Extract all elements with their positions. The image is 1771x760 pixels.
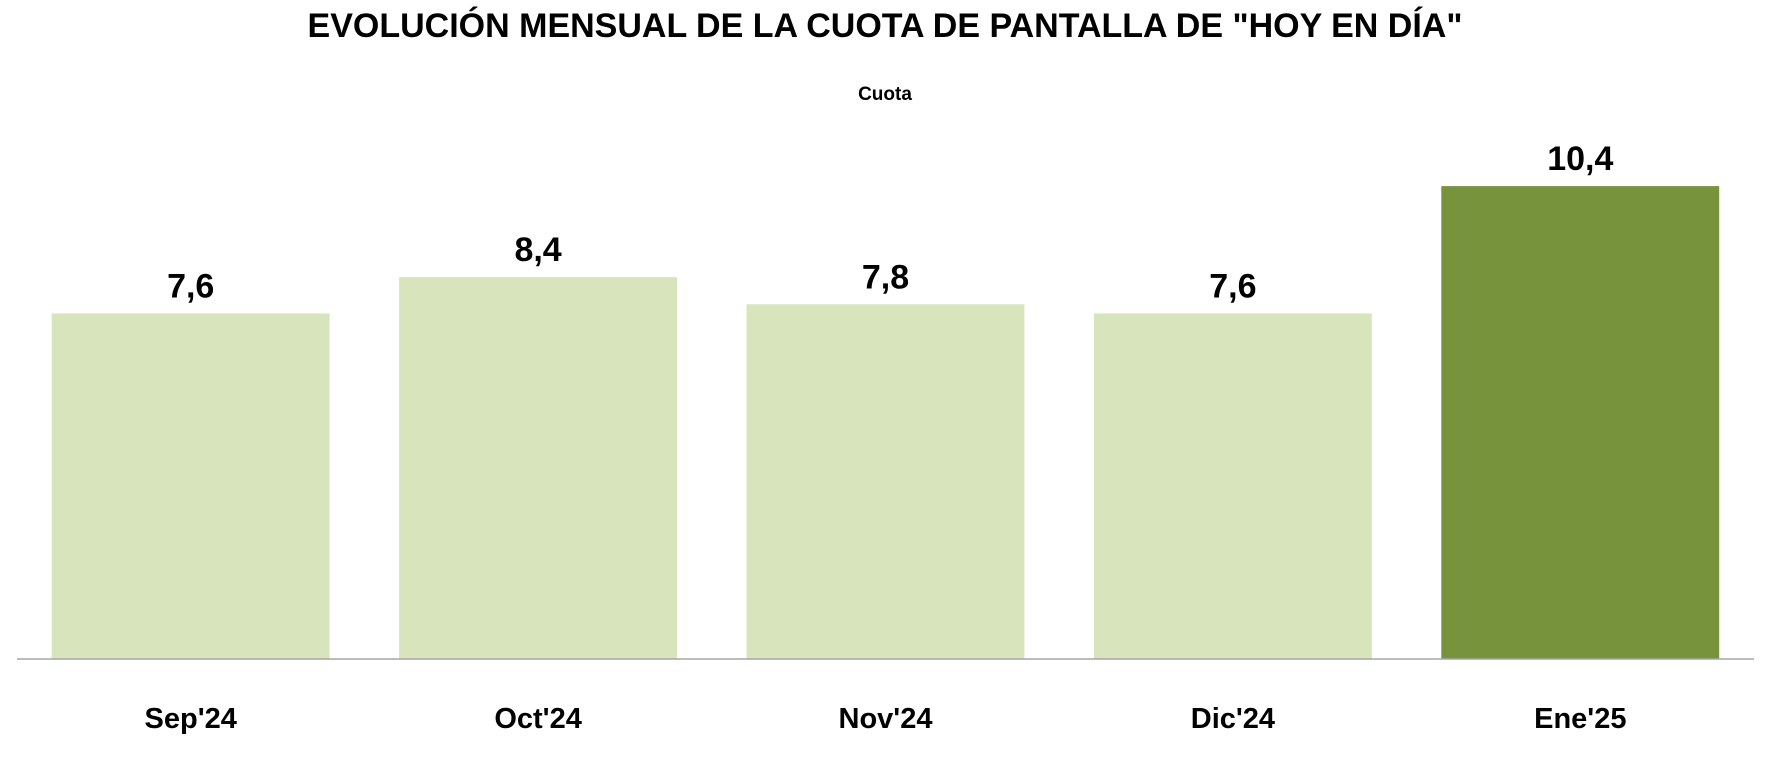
- tick-labels-group: Sep'24 Oct'24 Nov'24 Dic'24 Ene'25: [145, 703, 1627, 735]
- data-label-1: 7,6: [167, 267, 214, 305]
- x-tick-label-4: Dic'24: [1191, 703, 1275, 735]
- bar-5: [1441, 186, 1720, 659]
- bars-group: [51, 186, 1720, 659]
- chart-title: EVOLUCIÓN MENSUAL DE LA CUOTA DE PANTALL…: [308, 7, 1463, 45]
- data-label-2: 8,4: [514, 231, 561, 269]
- data-labels-group: 7,6 8,4 7,8 7,6 10,4: [167, 140, 1613, 305]
- data-label-5: 10,4: [1547, 140, 1613, 178]
- bar-3: [746, 304, 1025, 659]
- data-label-4: 7,6: [1209, 267, 1256, 305]
- bar-1: [51, 313, 330, 659]
- bar-4: [1093, 313, 1372, 659]
- chart-subtitle: Cuota: [858, 84, 912, 105]
- x-tick-label-5: Ene'25: [1534, 703, 1626, 735]
- x-tick-label-2: Oct'24: [494, 703, 582, 735]
- data-label-3: 7,8: [862, 258, 909, 296]
- x-tick-label-3: Nov'24: [839, 703, 933, 735]
- x-tick-label-1: Sep'24: [145, 703, 237, 735]
- bar-2: [399, 277, 677, 659]
